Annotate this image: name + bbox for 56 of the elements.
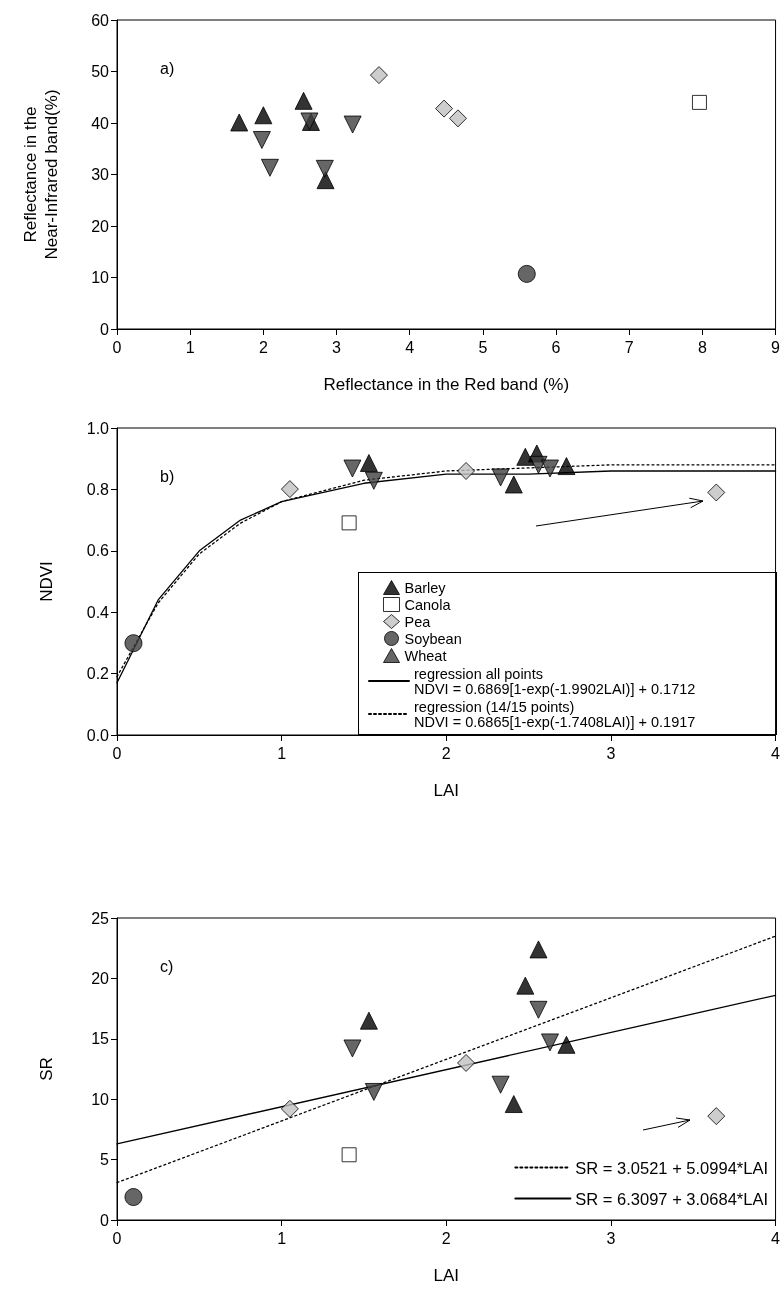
- y-axis-title: NDVI: [37, 561, 56, 602]
- y-axis-title: Reflectance in the Near-Infrared band(%): [21, 89, 61, 260]
- y-tick-label: 60: [91, 11, 110, 29]
- y-tick-label: 0.0: [86, 726, 110, 744]
- x-tick-label: 0: [112, 338, 122, 356]
- x-tick-label: 2: [258, 338, 268, 356]
- x-axis-title: LAI: [433, 781, 460, 800]
- y-tick-label: 0.8: [86, 480, 110, 498]
- x-tick-label: 0: [112, 1229, 122, 1247]
- y-tick-label: 15: [91, 1030, 110, 1048]
- y-tick-label: 40: [91, 114, 110, 132]
- x-tick-label: 3: [606, 1229, 616, 1247]
- legend-label: SR = 6.3097 + 3.0684*LAI: [575, 1189, 769, 1208]
- x-tick-label: 5: [478, 338, 488, 356]
- x-axis-title: LAI: [433, 1266, 460, 1285]
- y-tick-label: 20: [91, 217, 110, 235]
- legend-label: Barley: [404, 579, 447, 596]
- y-tick-label: 0.6: [86, 542, 110, 560]
- annotation: a): [160, 59, 175, 77]
- x-tick-label: 8: [697, 338, 707, 356]
- x-tick-label: 7: [624, 338, 634, 356]
- y-tick-label: 30: [91, 166, 110, 183]
- legend-label: regression (14/15 points) NDVI = 0.6865[1-exp(-1.7408LAI)] + 0.1917: [414, 698, 696, 730]
- x-tick-label: 9: [771, 338, 781, 356]
- annotation: b): [160, 467, 175, 485]
- legend-label: Pea: [404, 613, 432, 630]
- x-tick-label: 3: [606, 744, 616, 762]
- x-tick-label: 4: [771, 744, 781, 762]
- y-tick-label: 0: [100, 1211, 110, 1229]
- annotation: c): [160, 957, 174, 975]
- x-tick-label: 1: [277, 744, 287, 762]
- y-axis-title: SR: [37, 1057, 56, 1081]
- legend-label: Canola: [404, 596, 452, 613]
- legend-label: Wheat: [404, 647, 447, 664]
- x-tick-label: 3: [332, 338, 342, 356]
- y-tick-label: 0: [100, 320, 110, 338]
- legend-label: SR = 3.0521 + 5.0994*LAI: [575, 1158, 769, 1177]
- x-tick-label: 4: [771, 1229, 781, 1247]
- y-tick-label: 0.2: [86, 665, 110, 683]
- x-tick-label: 4: [405, 338, 415, 356]
- x-tick-label: 1: [185, 338, 195, 356]
- x-tick-label: 6: [551, 338, 561, 356]
- y-tick-label: 1.0: [86, 419, 110, 437]
- y-tick-label: 0.4: [86, 603, 110, 621]
- y-tick-label: 25: [91, 909, 110, 927]
- y-tick-label: 50: [91, 63, 110, 80]
- x-tick-label: 0: [112, 744, 122, 762]
- legend-label: Soybean: [404, 630, 462, 647]
- y-tick-label: 20: [91, 969, 110, 987]
- x-tick-label: 1: [277, 1229, 287, 1247]
- y-tick-label: 10: [91, 269, 110, 286]
- x-tick-label: 2: [441, 1229, 451, 1247]
- y-tick-label: 10: [91, 1090, 110, 1108]
- y-tick-label: 5: [100, 1151, 110, 1169]
- x-tick-label: 2: [441, 744, 451, 762]
- x-axis-title: Reflectance in the Red band (%): [323, 375, 570, 394]
